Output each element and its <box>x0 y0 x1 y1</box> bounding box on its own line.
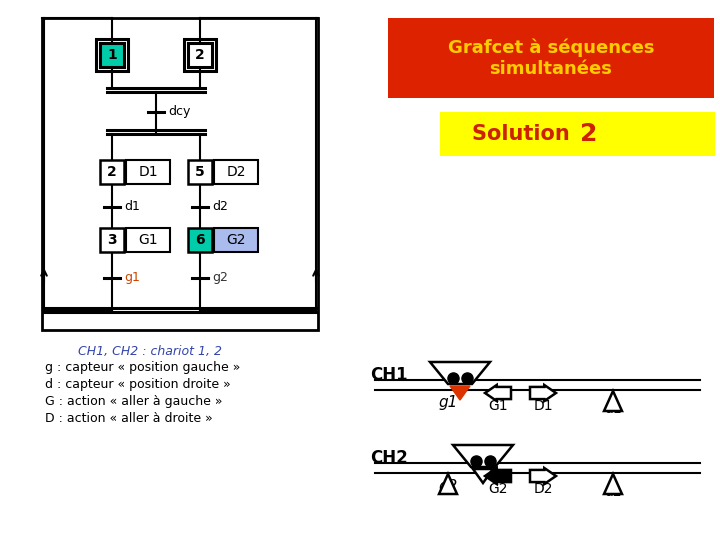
Text: G2: G2 <box>488 482 508 496</box>
Text: CH1: CH1 <box>370 366 408 384</box>
Text: g1: g1 <box>124 272 140 285</box>
Bar <box>126 228 170 252</box>
Text: G2: G2 <box>226 233 246 247</box>
Text: d1: d1 <box>604 402 622 416</box>
Bar <box>100 43 124 67</box>
Text: 6: 6 <box>195 233 204 247</box>
Bar <box>440 112 715 156</box>
Text: 2: 2 <box>107 165 117 179</box>
Polygon shape <box>604 474 622 494</box>
Text: D : action « aller à droite »: D : action « aller à droite » <box>45 412 212 425</box>
Polygon shape <box>485 385 511 401</box>
Text: D2: D2 <box>534 482 553 496</box>
Text: 2: 2 <box>580 122 597 146</box>
Text: G1: G1 <box>138 233 158 247</box>
Text: CH2: CH2 <box>370 449 408 467</box>
Polygon shape <box>473 469 493 483</box>
Text: 2: 2 <box>195 48 205 62</box>
Bar <box>188 160 212 184</box>
Bar <box>188 228 212 252</box>
Polygon shape <box>530 385 556 401</box>
Text: g : capteur « position gauche »: g : capteur « position gauche » <box>45 361 240 374</box>
Polygon shape <box>439 474 457 494</box>
Text: g2: g2 <box>212 272 228 285</box>
Text: Solution: Solution <box>472 124 577 144</box>
Text: g1: g1 <box>438 395 458 409</box>
Text: d2: d2 <box>604 485 622 499</box>
Bar <box>100 228 124 252</box>
Text: 3: 3 <box>107 233 117 247</box>
Text: d2: d2 <box>212 200 228 213</box>
Text: D1: D1 <box>138 165 158 179</box>
Polygon shape <box>530 468 556 484</box>
Text: G1: G1 <box>488 399 508 413</box>
Text: G : action « aller à gauche »: G : action « aller à gauche » <box>45 395 222 408</box>
Text: Grafcet à séquences
simultanées: Grafcet à séquences simultanées <box>448 38 654 78</box>
Text: 5: 5 <box>195 165 205 179</box>
Bar <box>388 18 714 98</box>
Text: D1: D1 <box>534 399 553 413</box>
Polygon shape <box>453 445 513 467</box>
Text: d : capteur « position droite »: d : capteur « position droite » <box>45 378 230 391</box>
Bar <box>96 39 128 71</box>
Text: 1: 1 <box>107 48 117 62</box>
Text: g2: g2 <box>438 480 458 495</box>
Text: dcy: dcy <box>168 105 190 118</box>
Text: d1: d1 <box>124 200 140 213</box>
Polygon shape <box>485 468 511 484</box>
Bar <box>42 18 318 330</box>
Polygon shape <box>450 386 470 400</box>
Polygon shape <box>430 362 490 384</box>
Bar <box>184 39 216 71</box>
Text: CH1, CH2 : chariot 1, 2: CH1, CH2 : chariot 1, 2 <box>78 345 222 358</box>
Text: D2: D2 <box>226 165 246 179</box>
Bar <box>214 228 258 252</box>
Bar <box>126 160 170 184</box>
Bar <box>100 160 124 184</box>
Bar <box>214 160 258 184</box>
Bar <box>188 43 212 67</box>
Polygon shape <box>604 391 622 411</box>
